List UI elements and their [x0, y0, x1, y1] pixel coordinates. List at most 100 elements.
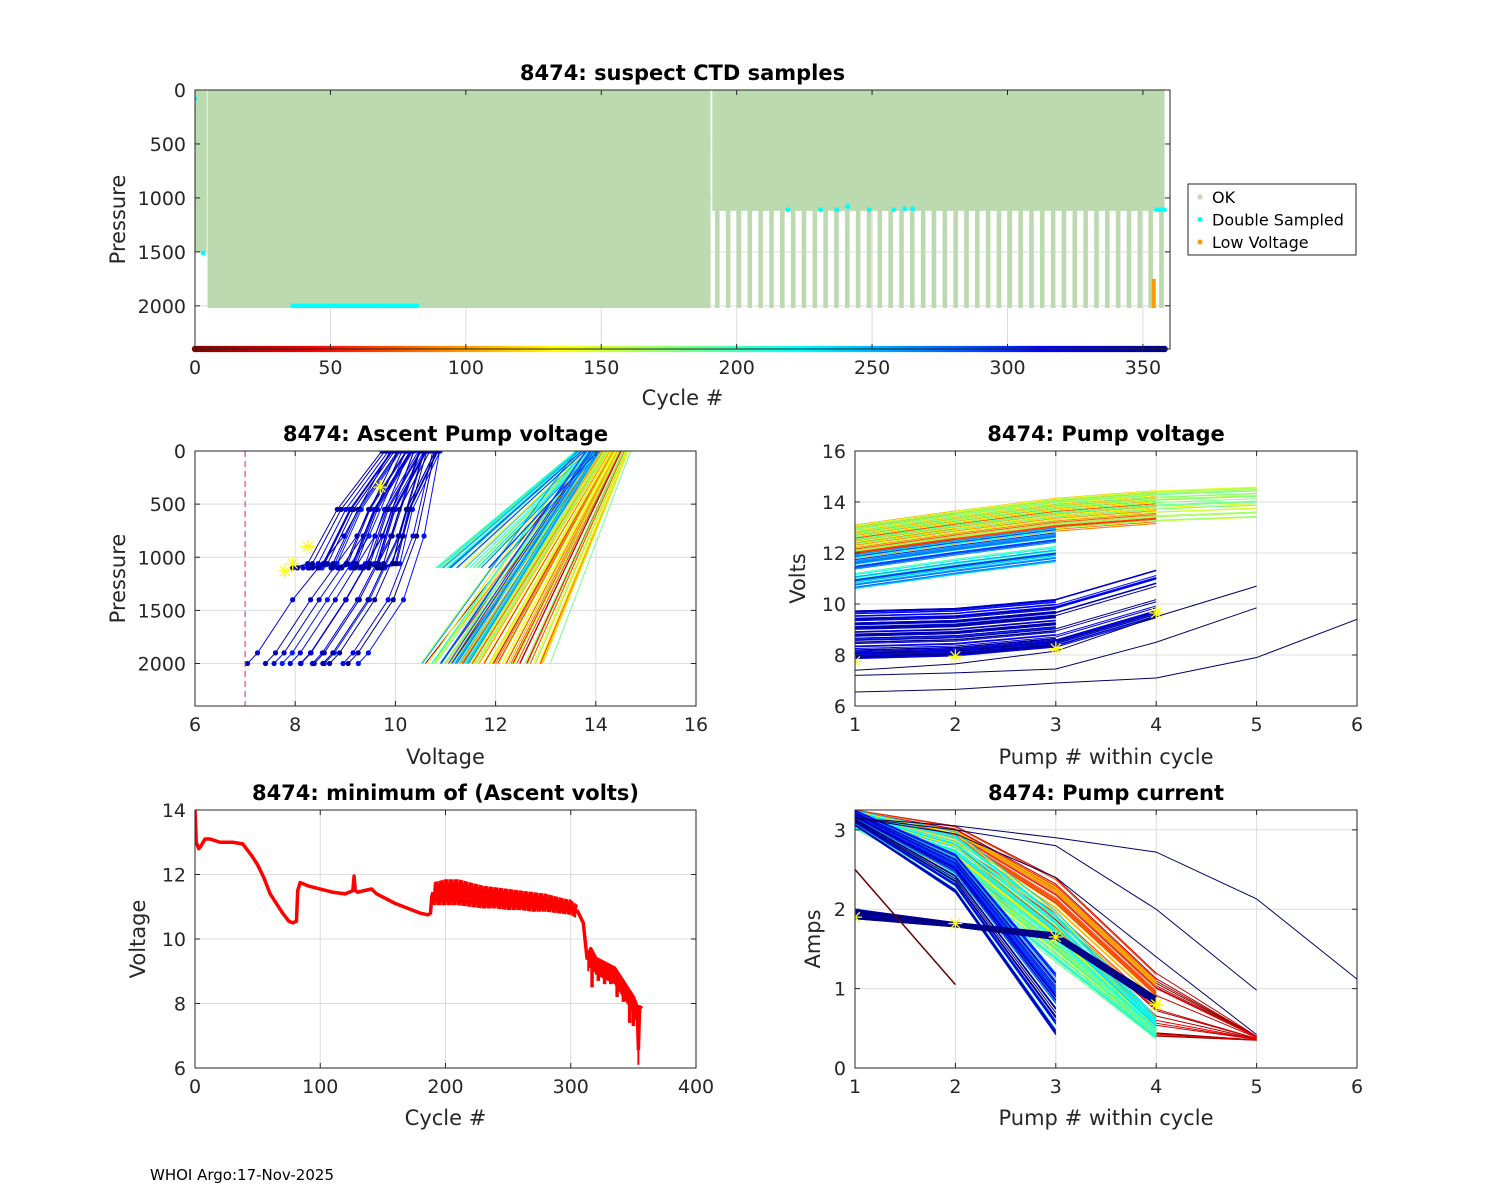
ok-deep-profile — [964, 90, 969, 308]
plot-area — [854, 450, 1358, 707]
ok-deep-profile — [769, 90, 774, 308]
plot-background — [195, 451, 696, 706]
profile-line — [436, 451, 577, 569]
profile-point — [366, 506, 372, 513]
profile-point — [367, 561, 373, 567]
pump-voltage-line — [855, 512, 1157, 549]
profile-line — [529, 451, 625, 664]
profile-point — [281, 650, 287, 656]
profile-line — [488, 451, 599, 569]
pump-voltage-line — [855, 601, 1056, 614]
profile-point — [372, 533, 378, 539]
suspect-marker — [373, 480, 388, 495]
pump-voltage-line — [855, 511, 1257, 551]
ok-deep-profile — [953, 90, 958, 308]
profile-point — [365, 650, 371, 656]
plot-background — [855, 451, 1357, 706]
profile-line — [491, 451, 613, 664]
pump-voltage-line — [855, 517, 1157, 553]
double-sampled-point — [902, 206, 908, 212]
pump-voltage-line — [855, 541, 1056, 570]
legend-marker — [1197, 194, 1203, 200]
y-tick-label: 0 — [174, 80, 186, 102]
pump-current-line — [855, 812, 1057, 984]
profile-line — [292, 451, 383, 569]
x-tick-label: 100 — [448, 357, 484, 379]
pump-current-line — [855, 813, 1057, 987]
pump-voltage-line — [855, 605, 1157, 648]
ok-deep-profile — [975, 90, 980, 308]
chart-title: 8474: suspect CTD samples — [520, 61, 845, 85]
profile-point — [360, 533, 366, 539]
ok-deep-profile — [985, 90, 991, 308]
pump-current-line — [855, 815, 1057, 996]
pump-current-lines — [855, 810, 1357, 1041]
ok-deep-profile — [1115, 90, 1121, 308]
profile-point — [330, 650, 336, 656]
x-tick-label: 14 — [584, 714, 608, 736]
axes-ascent: 6 8 10 12 14 16 0 500 1000 1500 2000 8474: Ascent P… — [106, 422, 708, 769]
y-tick-label: 500 — [150, 494, 186, 516]
pump-voltage-line — [855, 582, 1157, 625]
profile-line — [354, 451, 422, 569]
ok-deep-profile — [996, 90, 1002, 308]
suspect-marker — [1048, 930, 1063, 945]
pump-current-line — [855, 824, 1057, 1032]
pump-voltage-line — [855, 622, 1056, 636]
pump-voltage-line — [855, 540, 1056, 569]
profile-line — [381, 451, 439, 569]
footer-credit: WHOI Argo:17-Nov-2025 — [150, 1166, 334, 1184]
profile-point — [343, 561, 349, 567]
y-tick-label: 14 — [162, 800, 186, 822]
pump-voltage-line — [855, 631, 1056, 645]
x-tick-label: 2 — [949, 714, 961, 736]
profile-point — [403, 451, 409, 454]
data-layer — [195, 810, 644, 1065]
y-tick-label: 10 — [822, 594, 846, 616]
profile-line — [495, 451, 614, 664]
profile-line — [540, 451, 629, 664]
x-tick-label: 5 — [1251, 714, 1263, 736]
data-layer — [195, 90, 1167, 309]
pump-voltage-line — [855, 529, 1056, 557]
profile-line — [524, 451, 624, 664]
y-tick-label: 2 — [834, 899, 846, 921]
profile-point — [365, 565, 372, 571]
y-tick-label: 8 — [834, 645, 846, 667]
x-tick-label: 350 — [1125, 357, 1161, 379]
suspect-markers — [855, 605, 1164, 669]
profile-line — [489, 451, 612, 664]
profile-point — [354, 561, 360, 567]
ok-deep-profile — [1137, 90, 1143, 308]
profile-line — [458, 451, 596, 664]
chart-title: 8474: Ascent Pump voltage — [283, 422, 608, 446]
x-tick-label: 10 — [383, 714, 407, 736]
axes-frame: 6 8 10 12 14 16 0 500 1000 1500 2000 — [138, 441, 708, 736]
y-tick-label: 1 — [834, 979, 846, 1001]
x-tick-label: 300 — [553, 1076, 589, 1098]
pump-voltage-line — [855, 490, 1257, 530]
pump-voltage-line — [855, 607, 1056, 620]
ok-deep-profile — [747, 90, 753, 308]
pump-voltage-line — [855, 633, 1056, 647]
profile-point — [380, 533, 386, 539]
pump-voltage-line — [855, 559, 1056, 588]
profile-line — [488, 451, 612, 664]
pump-voltage-line — [855, 575, 1157, 617]
profile-point — [316, 597, 322, 603]
pump-voltage-line — [855, 599, 1157, 641]
profile-line — [421, 451, 578, 664]
x-tick-label: 4 — [1150, 1076, 1162, 1098]
x-tick-label: 5 — [1251, 1076, 1263, 1098]
pump-voltage-line — [855, 535, 1056, 564]
pump-voltage-line — [855, 603, 1056, 617]
ok-deep-profile — [1072, 90, 1078, 308]
profile-point — [338, 506, 344, 513]
pump-voltage-line — [855, 619, 1056, 633]
y-tick-label: 1500 — [138, 242, 186, 264]
data-layer — [855, 810, 1357, 1041]
profile-point — [382, 451, 388, 454]
pump-current-line — [855, 823, 1157, 1034]
cycle-colorbar — [191, 345, 1168, 353]
